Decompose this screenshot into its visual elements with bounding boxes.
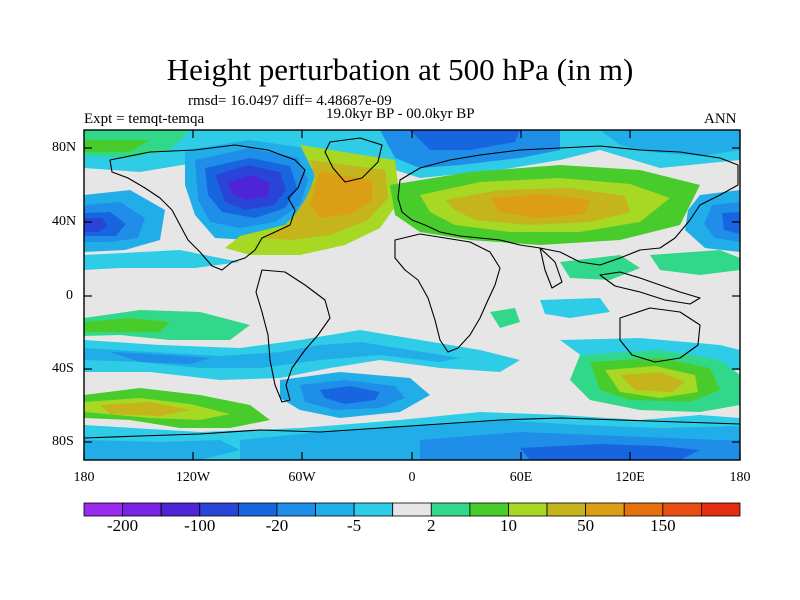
colorbar-label: 2	[427, 516, 436, 535]
coast-indonesia	[599, 271, 701, 305]
lat-label-80s: 80S	[52, 434, 74, 449]
colorbar-swatch	[276, 502, 316, 517]
coastlines	[84, 137, 740, 439]
colorbar-swatch	[430, 502, 471, 517]
coast-north-america	[109, 144, 306, 271]
colorbar-swatch	[546, 502, 587, 517]
coast-australia	[619, 307, 701, 363]
coast-greenland	[324, 137, 383, 183]
colorbar-swatch	[353, 502, 394, 517]
contour-field	[84, 130, 740, 460]
colorbar-swatch	[83, 502, 123, 517]
colorbar-swatch	[122, 502, 162, 517]
coast-africa	[394, 233, 501, 353]
coast-south-america	[255, 269, 331, 403]
coast-antarctica	[84, 417, 740, 439]
colorbar-swatch	[662, 502, 702, 517]
colorbar-label: 10	[499, 516, 517, 535]
lon-label-180w: 180	[73, 470, 95, 485]
lon-label-120e: 120E	[615, 470, 645, 485]
colorbar	[83, 502, 741, 517]
colorbar-label: 150	[650, 516, 676, 535]
plot-title: Height perturbation at 500 hPa (in m)	[166, 52, 634, 87]
colorbar-label: -100	[184, 516, 216, 535]
colorbar-swatch	[701, 502, 741, 517]
coast-eurasia	[397, 145, 739, 266]
lat-label-80n: 80N	[52, 140, 77, 155]
lon-label-180e: 180	[729, 470, 751, 485]
colorbar-swatch	[469, 502, 509, 517]
colorbar-label: 50	[577, 516, 595, 535]
lon-label-60w: 60W	[288, 470, 316, 485]
lat-label-eq: 0	[66, 288, 73, 303]
colorbar-swatch	[160, 502, 201, 517]
lon-label-120w: 120W	[175, 470, 211, 485]
rmsd-diff-stats: rmsd= 16.0497 diff= 4.48687e-09	[188, 93, 392, 109]
experiment-label: Expt = temqt-temqa	[84, 111, 205, 127]
colorbar-swatch	[237, 502, 278, 517]
colorbar-swatch	[199, 502, 239, 517]
colorbar-swatch	[623, 502, 664, 517]
colorbar-label: -200	[106, 516, 139, 535]
colorbar-swatch	[508, 502, 548, 517]
colorbar-swatch	[315, 502, 355, 517]
lat-label-40n: 40N	[52, 214, 77, 229]
colorbar-label: -20	[265, 516, 289, 535]
coast-india	[539, 247, 563, 289]
colorbar-label: -5	[347, 516, 362, 535]
colorbar-swatch	[392, 502, 432, 517]
lon-label-60e: 60E	[509, 470, 533, 485]
colorbar-swatch	[585, 502, 625, 517]
season-label: ANN	[704, 111, 737, 127]
axis-ticks	[83, 130, 741, 460]
lat-label-40s: 40S	[52, 361, 74, 376]
period-label: 19.0kyr BP - 00.0kyr BP	[326, 106, 475, 122]
lon-label-0: 0	[408, 470, 416, 485]
